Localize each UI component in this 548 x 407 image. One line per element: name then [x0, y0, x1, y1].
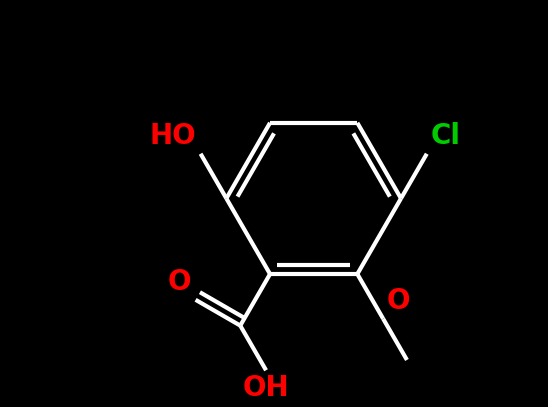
Text: O: O	[168, 268, 192, 296]
Text: HO: HO	[150, 122, 197, 150]
Text: OH: OH	[243, 374, 289, 402]
Text: Cl: Cl	[431, 122, 461, 150]
Text: O: O	[387, 287, 410, 315]
